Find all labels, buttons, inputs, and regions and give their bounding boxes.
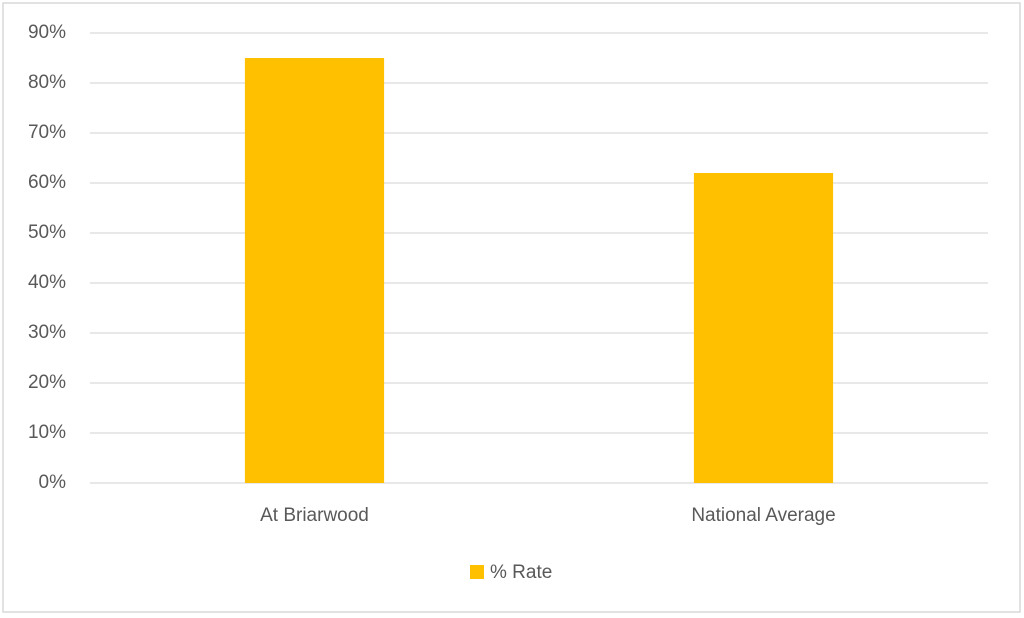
y-tick-label: 70% <box>28 122 66 143</box>
bar <box>693 173 834 483</box>
y-tick-label: 20% <box>28 372 66 393</box>
bar <box>244 58 385 483</box>
x-tick-label: National Average <box>691 505 835 526</box>
y-tick-label: 60% <box>28 172 66 193</box>
x-tick-label: At Briarwood <box>260 505 369 526</box>
y-tick-label: 0% <box>39 472 67 493</box>
legend-label: % Rate <box>490 562 552 583</box>
y-tick-label: 80% <box>28 72 66 93</box>
y-tick-label: 10% <box>28 422 66 443</box>
legend-swatch <box>470 565 484 579</box>
y-tick-label: 90% <box>28 22 66 43</box>
y-tick-label: 40% <box>28 272 66 293</box>
y-tick-label: 30% <box>28 322 66 343</box>
y-tick-label: 50% <box>28 222 66 243</box>
